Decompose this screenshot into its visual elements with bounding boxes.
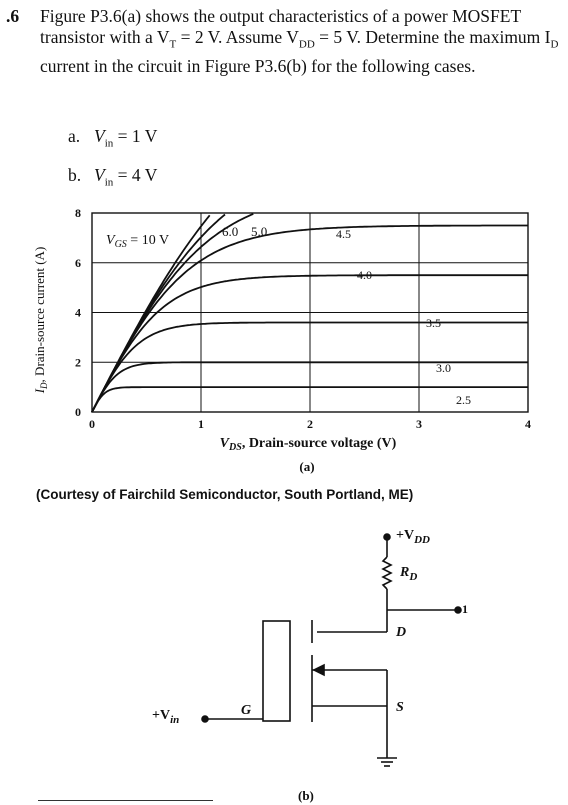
chart-caption: (a) — [299, 459, 314, 474]
curve-vgs-2-5 — [91, 386, 528, 413]
y-tick-label: 8 — [75, 206, 81, 220]
chart-ticks: 0 1 2 3 4 0 2 4 6 8 — [75, 206, 531, 431]
curve-vgs-4-0 — [91, 274, 528, 413]
problem-number: .6 — [6, 6, 20, 26]
vin-label: +Vin — [152, 708, 180, 726]
rd-label: RD — [400, 565, 418, 583]
label-vgs-4-5: 4.5 — [336, 227, 351, 241]
y-tick-label: 2 — [75, 355, 81, 369]
curve-vgs-3-5 — [91, 321, 528, 413]
y-tick-label: 0 — [75, 405, 81, 419]
x-tick-label: 0 — [89, 417, 95, 431]
y-axis-label: ID, Drain-source current (A) — [32, 247, 49, 395]
curve-vgs-10 — [91, 214, 211, 413]
x-axis-label: VDS, Drain-source voltage (V) — [220, 436, 397, 453]
curve-vgs-3-0 — [91, 361, 528, 413]
courtesy-note: (Courtesy of Fairchild Semiconductor, So… — [36, 487, 414, 502]
curve-vgs-4-5 — [91, 224, 528, 413]
label-vgs-4: 4.0 — [357, 268, 372, 282]
label-vgs-3: 3.0 — [436, 361, 451, 375]
x-tick-label: 4 — [525, 417, 531, 431]
vdd-label: +VDD — [396, 528, 430, 546]
gate-label: G — [241, 703, 252, 718]
x-tick-label: 2 — [307, 417, 313, 431]
x-tick-label: 1 — [198, 417, 204, 431]
label-vgs-3-5: 3.5 — [426, 316, 441, 330]
label-vgs-10: VGS = 10 V — [106, 233, 169, 250]
drain-label: D — [396, 625, 407, 640]
label-vgs-5: 5.0 — [251, 224, 267, 239]
x-tick-label: 3 — [416, 417, 422, 431]
gate-plate — [262, 620, 291, 722]
problem-statement: .6 Figure P3.6(a) shows the output chara… — [6, 6, 560, 77]
problem-text: Figure P3.6(a) shows the output characte… — [40, 6, 559, 76]
node-1-label: 1 — [462, 602, 468, 616]
label-vgs-6: 6.0 — [222, 224, 238, 239]
resistor-rd — [381, 556, 393, 590]
circuit-caption: (b) — [298, 788, 314, 803]
source-label: S — [396, 700, 404, 715]
label-vgs-2-5: 2.5 — [456, 393, 471, 407]
case-list: a. Vin = 1 V b. Vin = 4 V — [68, 126, 157, 204]
footnote-rule — [38, 800, 213, 801]
y-tick-label: 4 — [75, 306, 81, 320]
y-tick-label: 6 — [75, 256, 81, 270]
case-a: a. Vin = 1 V — [68, 126, 158, 150]
chart-curves — [91, 213, 528, 413]
case-b: b. Vin = 4 V — [68, 165, 158, 189]
